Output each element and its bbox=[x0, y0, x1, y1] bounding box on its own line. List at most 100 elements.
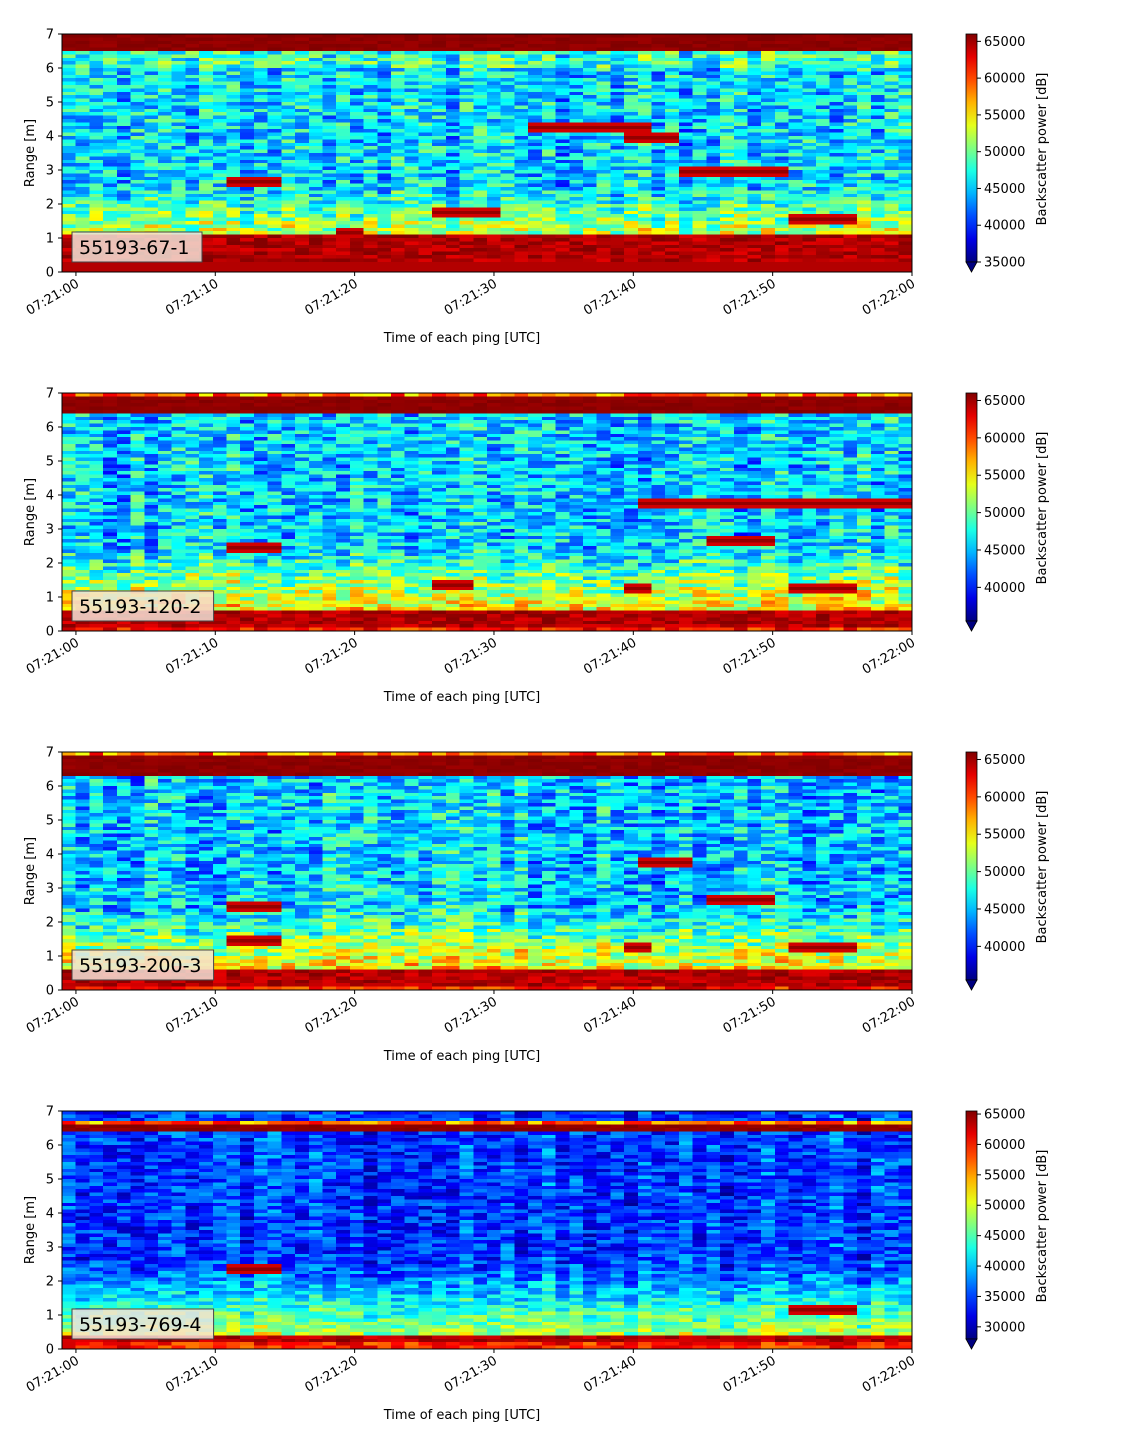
colorbar-tick-label: 50000 bbox=[984, 865, 1025, 880]
y-tick-label: 4 bbox=[46, 848, 54, 863]
colorbar-label: Backscatter power [dB] bbox=[1035, 1150, 1050, 1303]
colorbar-tick-label: 35000 bbox=[984, 1290, 1025, 1305]
x-tick-label: 07:21:40 bbox=[581, 994, 639, 1036]
y-axis-label: Range [m] bbox=[23, 1196, 38, 1264]
x-tick-label: 07:21:30 bbox=[442, 994, 500, 1036]
axes-frame bbox=[61, 392, 913, 632]
y-tick-label: 1 bbox=[46, 591, 54, 606]
x-tick-label: 07:21:10 bbox=[163, 994, 221, 1036]
y-tick-label: 6 bbox=[46, 780, 54, 795]
colorbar-tick-label: 40000 bbox=[984, 219, 1025, 234]
y-axis-label: Range [m] bbox=[23, 478, 38, 546]
panel-2: 0 1 2 3 4 5 6 7 Range [m] 07:21:00 07:21:10 07:21:2… bbox=[23, 387, 1050, 706]
y-tick-label: 1 bbox=[46, 232, 54, 247]
panel-label-box bbox=[71, 590, 215, 622]
x-tick-label: 07:21:50 bbox=[721, 1353, 779, 1395]
colorbar-tick-label: 45000 bbox=[984, 182, 1025, 197]
colorbar-gradient bbox=[965, 1110, 978, 1340]
heatmap-image bbox=[62, 34, 912, 272]
y-tick-label: 7 bbox=[46, 1105, 54, 1120]
colorbar-tick-label: 65000 bbox=[984, 753, 1025, 768]
x-tick-label: 07:22:00 bbox=[860, 276, 918, 318]
x-axis-label: Time of each ping [UTC] bbox=[383, 690, 541, 705]
x-axis-label: Time of each ping [UTC] bbox=[383, 1408, 541, 1423]
colorbar-gradient bbox=[965, 33, 978, 263]
y-tick-label: 5 bbox=[46, 1173, 54, 1188]
colorbar: 40000 45000 50000 55000 60000 65000 Backscatte… bbox=[965, 751, 1050, 991]
x-tick-label: 07:21:40 bbox=[581, 1353, 639, 1395]
x-tick-label: 07:21:10 bbox=[163, 276, 221, 318]
y-tick-label: 2 bbox=[46, 1275, 54, 1290]
colorbar-label: Backscatter power [dB] bbox=[1035, 791, 1050, 944]
y-tick-label: 3 bbox=[46, 882, 54, 897]
y-tick-label: 1 bbox=[46, 950, 54, 965]
y-tick-label: 3 bbox=[46, 523, 54, 538]
x-axis-label: Time of each ping [UTC] bbox=[383, 331, 541, 346]
x-tick-label: 07:21:50 bbox=[721, 994, 779, 1036]
y-tick-label: 0 bbox=[46, 1343, 54, 1358]
y-tick-label: 4 bbox=[46, 130, 54, 145]
colorbar-extend-min bbox=[965, 261, 978, 273]
x-tick-label: 07:21:20 bbox=[303, 635, 361, 677]
x-axis-label: Time of each ping [UTC] bbox=[383, 1049, 541, 1064]
colorbar-tick-label: 40000 bbox=[984, 1260, 1025, 1275]
colorbar-tick-label: 35000 bbox=[984, 256, 1025, 271]
colorbar-tick-label: 55000 bbox=[984, 828, 1025, 843]
x-tick-label: 07:21:00 bbox=[24, 1353, 82, 1395]
x-tick-label: 07:21:10 bbox=[163, 635, 221, 677]
colorbar-tick-label: 40000 bbox=[984, 940, 1025, 955]
colorbar-tick-label: 60000 bbox=[984, 790, 1025, 805]
x-tick-label: 07:21:10 bbox=[163, 1353, 221, 1395]
panel-label: 55193-120-2 bbox=[71, 590, 215, 622]
y-tick-label: 0 bbox=[46, 984, 54, 999]
colorbar-gradient bbox=[965, 751, 978, 981]
colorbar-extend-min bbox=[965, 620, 978, 632]
panel-label: 55193-769-4 bbox=[71, 1308, 215, 1340]
colorbar-tick-label: 45000 bbox=[984, 1229, 1025, 1244]
panel-label-text: 55193-67-1 bbox=[79, 237, 189, 259]
colorbar-tick-label: 55000 bbox=[984, 469, 1025, 484]
y-tick-label: 4 bbox=[46, 489, 54, 504]
colorbar-tick-label: 55000 bbox=[984, 1168, 1025, 1183]
y-tick-label: 2 bbox=[46, 916, 54, 931]
colorbar-tick-label: 65000 bbox=[984, 394, 1025, 409]
colorbar: 40000 45000 50000 55000 60000 65000 Backscatte… bbox=[965, 392, 1050, 632]
panel-label-text: 55193-120-2 bbox=[79, 596, 202, 618]
colorbar-tick-label: 50000 bbox=[984, 506, 1025, 521]
y-tick-label: 3 bbox=[46, 1241, 54, 1256]
colorbar-tick-label: 60000 bbox=[984, 72, 1025, 87]
colorbar-tick-label: 30000 bbox=[984, 1320, 1025, 1335]
panel-label-text: 55193-200-3 bbox=[79, 955, 202, 977]
x-tick-label: 07:22:00 bbox=[860, 994, 918, 1036]
y-tick-label: 7 bbox=[46, 387, 54, 402]
colorbar-tick-label: 50000 bbox=[984, 145, 1025, 160]
colorbar-gradient bbox=[965, 392, 978, 622]
colorbar-tick-label: 60000 bbox=[984, 431, 1025, 446]
y-tick-label: 0 bbox=[46, 266, 54, 281]
panel-label: 55193-200-3 bbox=[71, 949, 215, 981]
x-tick-label: 07:21:00 bbox=[24, 276, 82, 318]
y-tick-label: 6 bbox=[46, 421, 54, 436]
x-tick-label: 07:21:00 bbox=[24, 994, 82, 1036]
x-tick-label: 07:21:40 bbox=[581, 635, 639, 677]
colorbar-tick-label: 60000 bbox=[984, 1138, 1025, 1153]
x-tick-label: 07:22:00 bbox=[860, 635, 918, 677]
panel-label: 55193-67-1 bbox=[71, 231, 203, 263]
y-tick-label: 5 bbox=[46, 96, 54, 111]
x-tick-label: 07:21:20 bbox=[303, 994, 361, 1036]
x-tick-label: 07:21:20 bbox=[303, 276, 361, 318]
x-tick-label: 07:21:50 bbox=[721, 276, 779, 318]
colorbar: 35000 40000 45000 50000 55000 60000 65000 Backs… bbox=[965, 33, 1050, 273]
y-tick-label: 5 bbox=[46, 814, 54, 829]
colorbar: 30000 35000 40000 45000 50000 55000 60000 65000… bbox=[965, 1108, 1050, 1350]
colorbar-extend-min bbox=[965, 1338, 978, 1350]
y-tick-label: 7 bbox=[46, 746, 54, 761]
y-axis-label: Range [m] bbox=[23, 119, 38, 187]
axes-frame bbox=[61, 33, 913, 273]
y-tick-label: 6 bbox=[46, 62, 54, 77]
axes-frame bbox=[61, 751, 913, 991]
x-tick-label: 07:21:40 bbox=[581, 276, 639, 318]
axes-frame bbox=[61, 1110, 913, 1350]
x-tick-label: 07:21:30 bbox=[442, 276, 500, 318]
